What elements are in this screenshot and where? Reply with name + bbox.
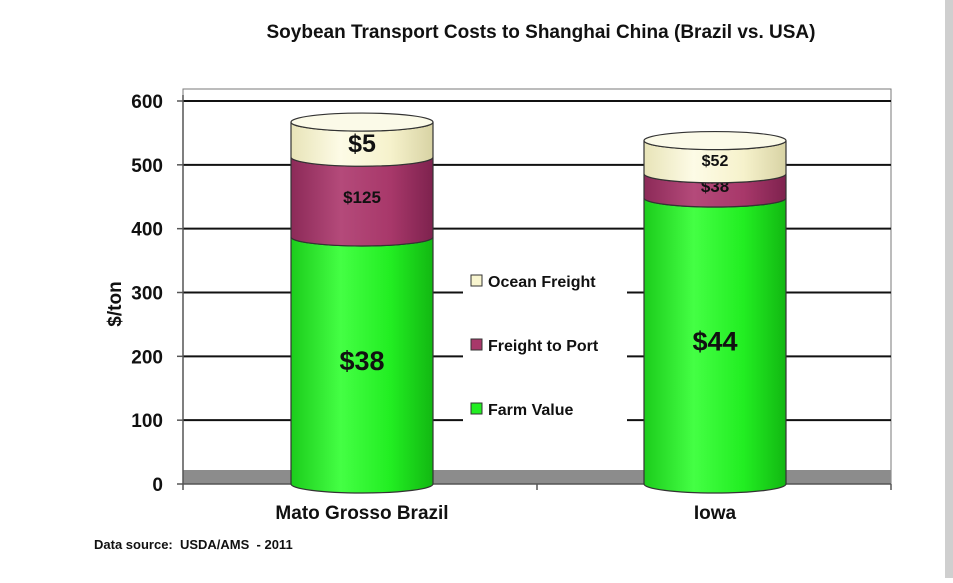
legend: Ocean Freight Freight to Port Farm Value — [463, 267, 627, 423]
data-label: $125 — [343, 188, 381, 207]
data-label: $52 — [702, 153, 729, 170]
legend-swatch-farm-value — [470, 402, 483, 415]
bar-group-mato-grosso-brazil: $38 $125 $5 — [290, 112, 434, 494]
y-tick-label: 200 — [131, 347, 163, 368]
legend-label: Farm Value — [488, 402, 573, 419]
chart-title: Soybean Transport Costs to Shanghai Chin… — [267, 22, 816, 43]
legend-swatch-freight-to-port — [470, 338, 483, 351]
data-label: $38 — [339, 346, 384, 376]
x-axis: Mato Grosso Brazil Iowa — [275, 503, 736, 524]
bar-group-iowa: $44$38$52 — [643, 130, 787, 494]
legend-item-bg — [463, 331, 627, 359]
bar-top-cap — [290, 112, 434, 132]
footnote: Data source: USDA/AMS - 2011 — [94, 537, 293, 552]
y-tick-label: 600 — [131, 92, 163, 113]
legend-label: Freight to Port — [488, 338, 599, 355]
x-tick-label: Iowa — [694, 503, 737, 524]
y-tick-label: 300 — [131, 284, 163, 305]
y-tick-label: 0 — [152, 475, 163, 496]
x-tick-label: Mato Grosso Brazil — [275, 503, 448, 524]
bars: $38 $125 $5 $44$38$52 — [290, 112, 787, 494]
data-label: $44 — [692, 326, 737, 356]
y-tick-label: 400 — [131, 220, 163, 241]
legend-swatch-ocean-freight — [470, 274, 483, 287]
legend-label: Ocean Freight — [488, 274, 596, 291]
y-tick-label: 500 — [131, 156, 163, 177]
legend-item-bg — [463, 267, 627, 295]
bar-top-cap — [643, 130, 787, 151]
legend-item-bg — [463, 395, 627, 423]
y-axis-label: $/ton — [105, 281, 126, 326]
right-edge-bar — [945, 0, 953, 578]
data-label: $5 — [348, 130, 376, 158]
y-tick-label: 100 — [131, 411, 163, 432]
